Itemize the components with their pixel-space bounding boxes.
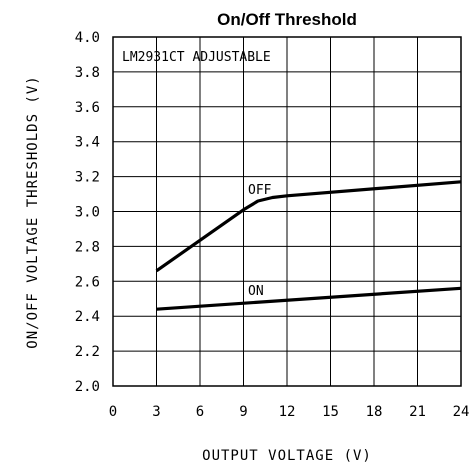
plot-frame bbox=[112, 36, 462, 387]
series-lines bbox=[155, 180, 462, 311]
y-tick-label: 3.2 bbox=[75, 170, 100, 186]
y-tick-label: 2.0 bbox=[75, 379, 100, 395]
x-tick-label: 21 bbox=[409, 404, 426, 420]
y-tick-label: 2.6 bbox=[75, 274, 100, 290]
series-line-off bbox=[155, 180, 462, 273]
y-axis-ticks: 2.0 2.2 2.4 2.6 2.8 3.0 3.2 3.4 3.6 3.8 4.0 bbox=[75, 30, 100, 395]
x-tick-label: 0 bbox=[109, 404, 117, 420]
grid bbox=[113, 37, 461, 386]
y-tick-label: 4.0 bbox=[75, 30, 100, 46]
y-tick-label: 3.0 bbox=[75, 205, 100, 221]
series-line-on bbox=[156, 286, 462, 311]
chart-title: On/Off Threshold bbox=[217, 10, 357, 29]
series-labels: OFF ON bbox=[248, 183, 272, 299]
y-tick-label: 2.8 bbox=[75, 239, 100, 255]
x-tick-label: 18 bbox=[366, 404, 383, 420]
x-tick-label: 12 bbox=[279, 404, 296, 420]
x-tick-label: 3 bbox=[152, 404, 160, 420]
y-tick-label: 3.4 bbox=[75, 135, 100, 151]
device-annotation: LM2931CT ADJUSTABLE bbox=[122, 50, 271, 65]
y-tick-label: 2.2 bbox=[75, 344, 100, 360]
x-tick-label: 6 bbox=[196, 404, 204, 420]
series-label-off: OFF bbox=[248, 183, 272, 198]
x-tick-label: 9 bbox=[239, 404, 247, 420]
x-axis-ticks: 0 3 6 9 12 15 18 21 24 bbox=[109, 404, 470, 420]
x-tick-label: 24 bbox=[453, 404, 470, 420]
series-label-on: ON bbox=[248, 284, 264, 299]
y-tick-label: 3.8 bbox=[75, 65, 100, 81]
x-axis-label: OUTPUT VOLTAGE (V) bbox=[202, 448, 372, 464]
x-tick-label: 15 bbox=[322, 404, 339, 420]
y-tick-label: 3.6 bbox=[75, 100, 100, 116]
y-axis-label: ON/OFF VOLTAGE THRESHOLDS (V) bbox=[25, 75, 41, 348]
y-tick-label: 2.4 bbox=[75, 309, 100, 325]
